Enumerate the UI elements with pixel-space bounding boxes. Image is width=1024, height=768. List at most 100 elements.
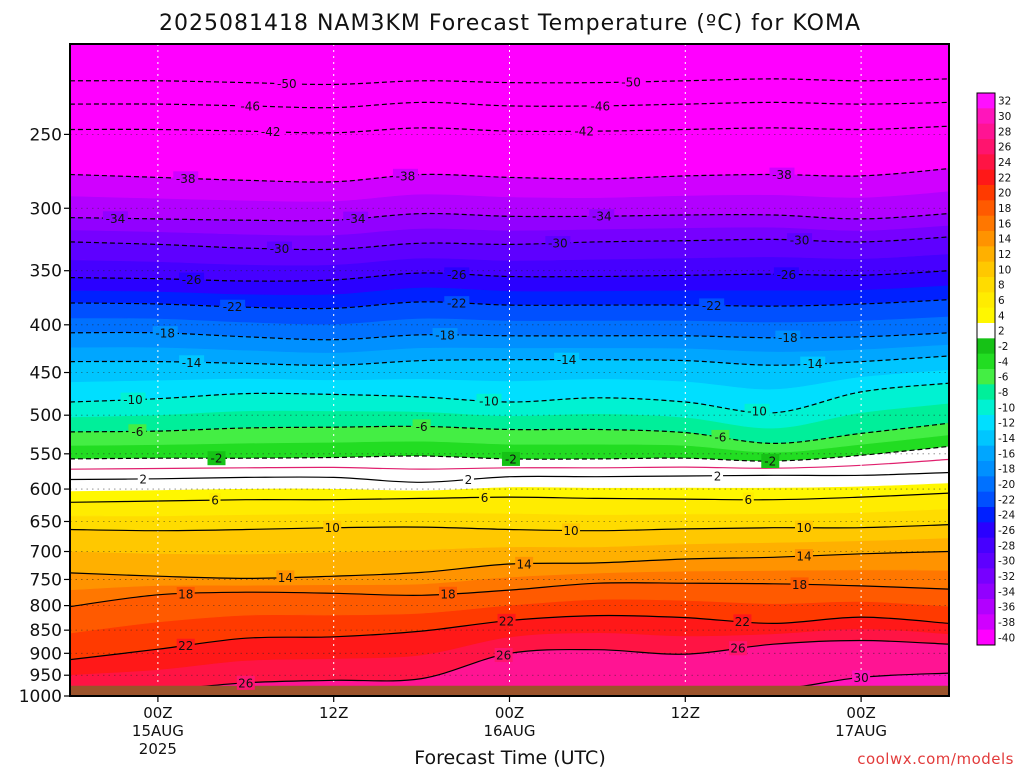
isotherm-line [70,445,949,462]
isotherm-label-bg [179,355,205,370]
y-tick-label: 600 [30,480,62,500]
isotherm-label: 18 [178,588,193,602]
colorbar-swatch [977,215,995,232]
x-tick-label: 17AUG [835,722,887,740]
x-tick-label: 15AUG [132,722,184,740]
colorbar-label: 8 [998,280,1005,292]
colorbar: 32 30 28 26 24 22 20 18 16 14 12 10 8 6 4 2 -2 -4 -6 -8 -10 -… [976,92,1015,646]
isotherm-label: -18 [155,327,175,341]
colorbar-label: 24 [998,157,1012,169]
x-tick-label: 16AUG [484,722,536,740]
isotherm-label: 30 [853,671,868,685]
y-tick-label: 300 [30,199,62,219]
isotherm-label: 18 [440,587,455,601]
colorbar-label: -10 [998,402,1015,414]
isotherm-label: 26 [496,649,511,663]
isotherm-label-bg [589,209,615,224]
colorbar-label: 10 [998,264,1011,276]
isotherm-label-bg [152,326,178,341]
colorbar-swatch [977,231,995,247]
isotherm-label-bg [444,296,470,311]
isotherm-label: -14 [182,356,202,370]
isotherm-label: -46 [240,99,260,113]
isotherm-label-bg [102,211,128,226]
isotherm-label: -6 [131,425,143,439]
isotherm-label-bg [587,98,613,113]
colorbar-swatch [977,200,995,217]
y-tick-label: 650 [30,512,62,532]
isotherm-label-bg [209,493,221,508]
temperature-band [70,355,949,390]
colorbar-swatch [977,568,995,585]
isotherm-label-bg [562,523,581,538]
colorbar-swatch [977,169,995,186]
y-tick-label: 550 [30,445,62,465]
colorbar-label: 20 [998,188,1011,200]
isotherm-label: -22 [447,297,467,311]
colorbar-swatch [977,507,995,523]
colorbar-swatch [977,154,995,171]
x-tick-label: 00Z [143,704,172,722]
isotherm-label: 6 [744,493,752,507]
isotherm-label: -22 [223,300,243,314]
isotherm-label: -38 [176,172,196,186]
colorbar-swatch [977,476,995,493]
isotherm-label-bg [207,451,226,466]
colorbar-label: -4 [998,356,1009,368]
y-tick-label: 400 [30,316,62,336]
colorbar-label: -24 [998,510,1015,522]
isotherm-label: 2 [139,472,147,486]
isotherm-label: -34 [592,210,612,224]
y-tick-label: 800 [30,597,62,617]
isotherm-label-bg [571,124,597,139]
isotherm-label: 26 [730,642,745,656]
temperature-band [70,422,949,453]
isotherm-label: 22 [178,639,193,653]
isotherm-label-bg [787,233,813,248]
isotherm-label: -22 [702,299,722,313]
isotherm-label-bg [392,168,418,183]
isotherm-label: -6 [416,420,428,434]
isotherm-label: -50 [277,77,297,91]
isotherm-label: 18 [792,578,807,592]
credit-text: coolwx.com/models [857,750,1014,768]
colorbar-swatch [977,614,995,631]
isotherm-label-bg [773,267,799,282]
colorbar-label: -2 [998,341,1008,353]
isotherm-label-bg [800,356,826,371]
y-tick-label: 850 [30,621,62,641]
isotherm-line [70,101,949,109]
isotherm-label: 22 [735,615,750,629]
colorbar-swatch [977,553,995,569]
isotherm-label-bg [444,267,470,282]
colorbar-label: 30 [998,111,1011,123]
y-axis: 250 300 350 400 450 500 550 600 650 700 750 800 850 9… [19,125,70,707]
isotherm-label: -34 [346,212,366,226]
colorbar-swatch [977,292,995,309]
isotherm-label: -38 [772,168,792,182]
colorbar-swatch [977,399,995,416]
colorbar-swatch [977,139,995,155]
colorbar-swatch [977,369,995,385]
colorbar-label: -20 [998,479,1015,491]
isotherm-label-bg [236,675,255,690]
isotherm-label-bg [276,570,295,585]
y-tick-label: 500 [30,406,62,426]
colorbar-label: -8 [998,387,1008,399]
colorbar-swatch [977,430,995,447]
colorbar-label: 6 [998,295,1005,307]
isotherm-label: -10 [747,404,767,418]
isotherm-line [70,125,949,134]
isotherm-label: 6 [481,491,489,505]
colorbar-swatch [977,93,995,109]
isotherm-label-bg [176,638,195,653]
isotherm-label-bg [176,587,195,601]
isotherm-label: -42 [261,125,281,139]
colorbar-label: -26 [998,525,1015,537]
isotherm-line [70,212,949,222]
colorbar-swatch [977,537,995,554]
isotherm-label: -10 [123,393,143,407]
colorbar-label: 22 [998,172,1011,184]
x-tick-label: 00Z [495,704,524,722]
isotherm-label: 14 [796,550,811,564]
